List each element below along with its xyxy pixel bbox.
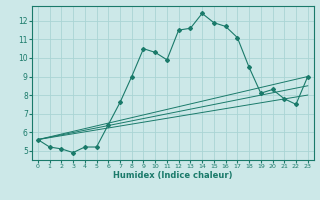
X-axis label: Humidex (Indice chaleur): Humidex (Indice chaleur) (113, 171, 233, 180)
